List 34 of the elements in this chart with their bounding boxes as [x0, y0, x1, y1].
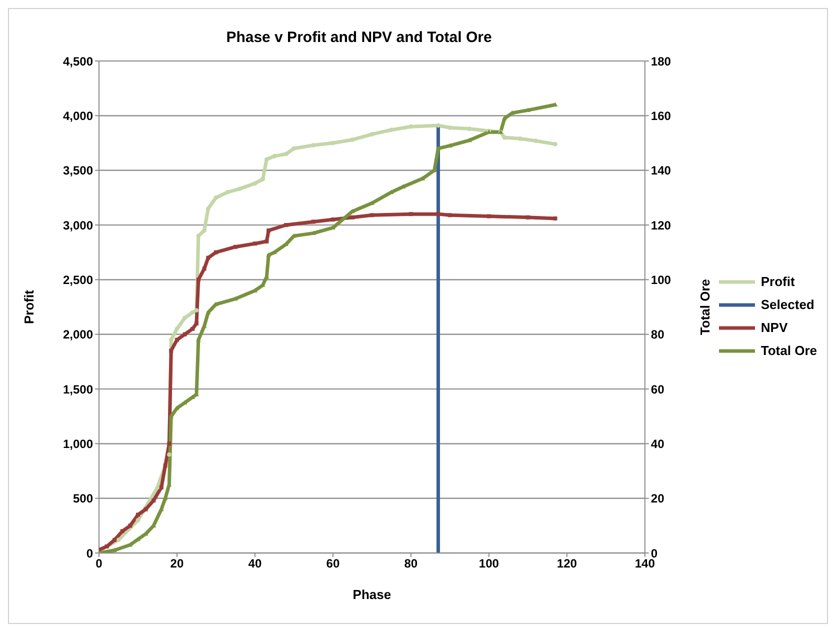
- x-tick-label: 120: [556, 556, 578, 571]
- y2-axis-title: Total Ore: [698, 278, 713, 336]
- y2-tick-label: 140: [650, 164, 672, 178]
- legend-label: Total Ore: [760, 343, 817, 358]
- y-tick-label: 4,000: [62, 108, 94, 123]
- y2-tick-label: 80: [650, 328, 665, 342]
- legend-label: Profit: [760, 274, 795, 289]
- chart-title: Phase v Profit and NPV and Total Ore: [225, 29, 493, 46]
- y2-tick-label: 20: [650, 492, 665, 506]
- y2-tick-label: 180: [650, 54, 672, 68]
- y-tick-label: 500: [72, 492, 94, 506]
- y2-tick-label: 100: [650, 272, 672, 287]
- y-tick-label: 3,000: [62, 218, 94, 232]
- y-tick-label: 1,500: [62, 382, 94, 396]
- x-tick-label: 40: [248, 556, 262, 571]
- y-axis-title: Profit: [22, 289, 37, 324]
- x-axis-title: Phase: [352, 587, 392, 602]
- legend-label: NPV: [760, 320, 788, 335]
- y2-tick-label: 60: [650, 382, 665, 396]
- y-tick-label: 0: [86, 546, 94, 560]
- y2-tick-label: 160: [650, 108, 672, 123]
- legend-label: Selected: [760, 297, 814, 312]
- y-tick-label: 2,500: [62, 272, 94, 287]
- y2-tick-label: 40: [650, 436, 665, 451]
- x-tick-label: 80: [404, 556, 418, 571]
- y-tick-label: 2,000: [62, 328, 94, 342]
- x-tick-label: 60: [326, 556, 340, 571]
- x-tick-label: 20: [170, 556, 184, 571]
- x-tick-label: 100: [478, 556, 500, 571]
- x-tick-label: 0: [96, 556, 103, 571]
- y-tick-label: 3,500: [62, 164, 94, 178]
- y-tick-label: 4,500: [62, 54, 94, 68]
- y-tick-label: 1,000: [62, 436, 94, 451]
- y2-tick-label: 120: [650, 218, 672, 232]
